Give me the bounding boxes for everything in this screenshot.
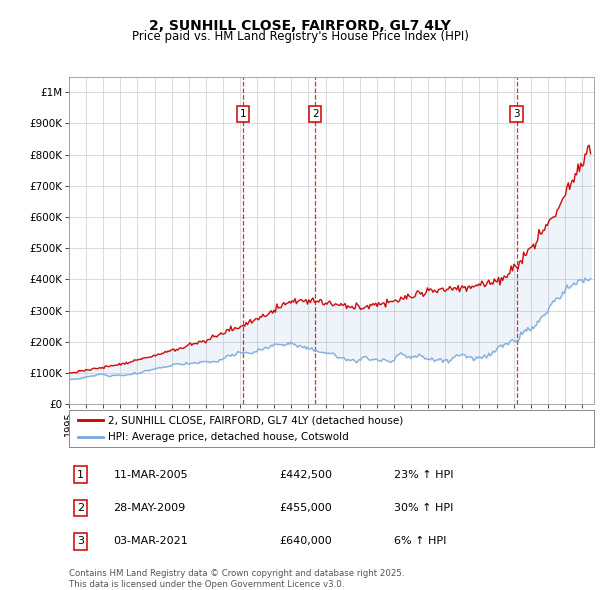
Text: HPI: Average price, detached house, Cotswold: HPI: Average price, detached house, Cots… — [109, 432, 349, 442]
Text: Price paid vs. HM Land Registry's House Price Index (HPI): Price paid vs. HM Land Registry's House … — [131, 30, 469, 43]
Text: 3: 3 — [513, 109, 520, 119]
Text: Contains HM Land Registry data © Crown copyright and database right 2025.
This d: Contains HM Land Registry data © Crown c… — [69, 569, 404, 589]
Text: £442,500: £442,500 — [279, 470, 332, 480]
Text: 2, SUNHILL CLOSE, FAIRFORD, GL7 4LY: 2, SUNHILL CLOSE, FAIRFORD, GL7 4LY — [149, 19, 451, 33]
Text: £640,000: £640,000 — [279, 536, 332, 546]
Text: 11-MAR-2005: 11-MAR-2005 — [113, 470, 188, 480]
Text: 28-MAY-2009: 28-MAY-2009 — [113, 503, 186, 513]
Text: £455,000: £455,000 — [279, 503, 332, 513]
Text: 03-MAR-2021: 03-MAR-2021 — [113, 536, 188, 546]
Text: 3: 3 — [77, 536, 84, 546]
Text: 6% ↑ HPI: 6% ↑ HPI — [395, 536, 447, 546]
Text: 1: 1 — [77, 470, 84, 480]
Text: 2, SUNHILL CLOSE, FAIRFORD, GL7 4LY (detached house): 2, SUNHILL CLOSE, FAIRFORD, GL7 4LY (det… — [109, 415, 404, 425]
Text: 23% ↑ HPI: 23% ↑ HPI — [395, 470, 454, 480]
Text: 30% ↑ HPI: 30% ↑ HPI — [395, 503, 454, 513]
Text: 2: 2 — [312, 109, 319, 119]
Text: 1: 1 — [240, 109, 247, 119]
Text: 2: 2 — [77, 503, 84, 513]
